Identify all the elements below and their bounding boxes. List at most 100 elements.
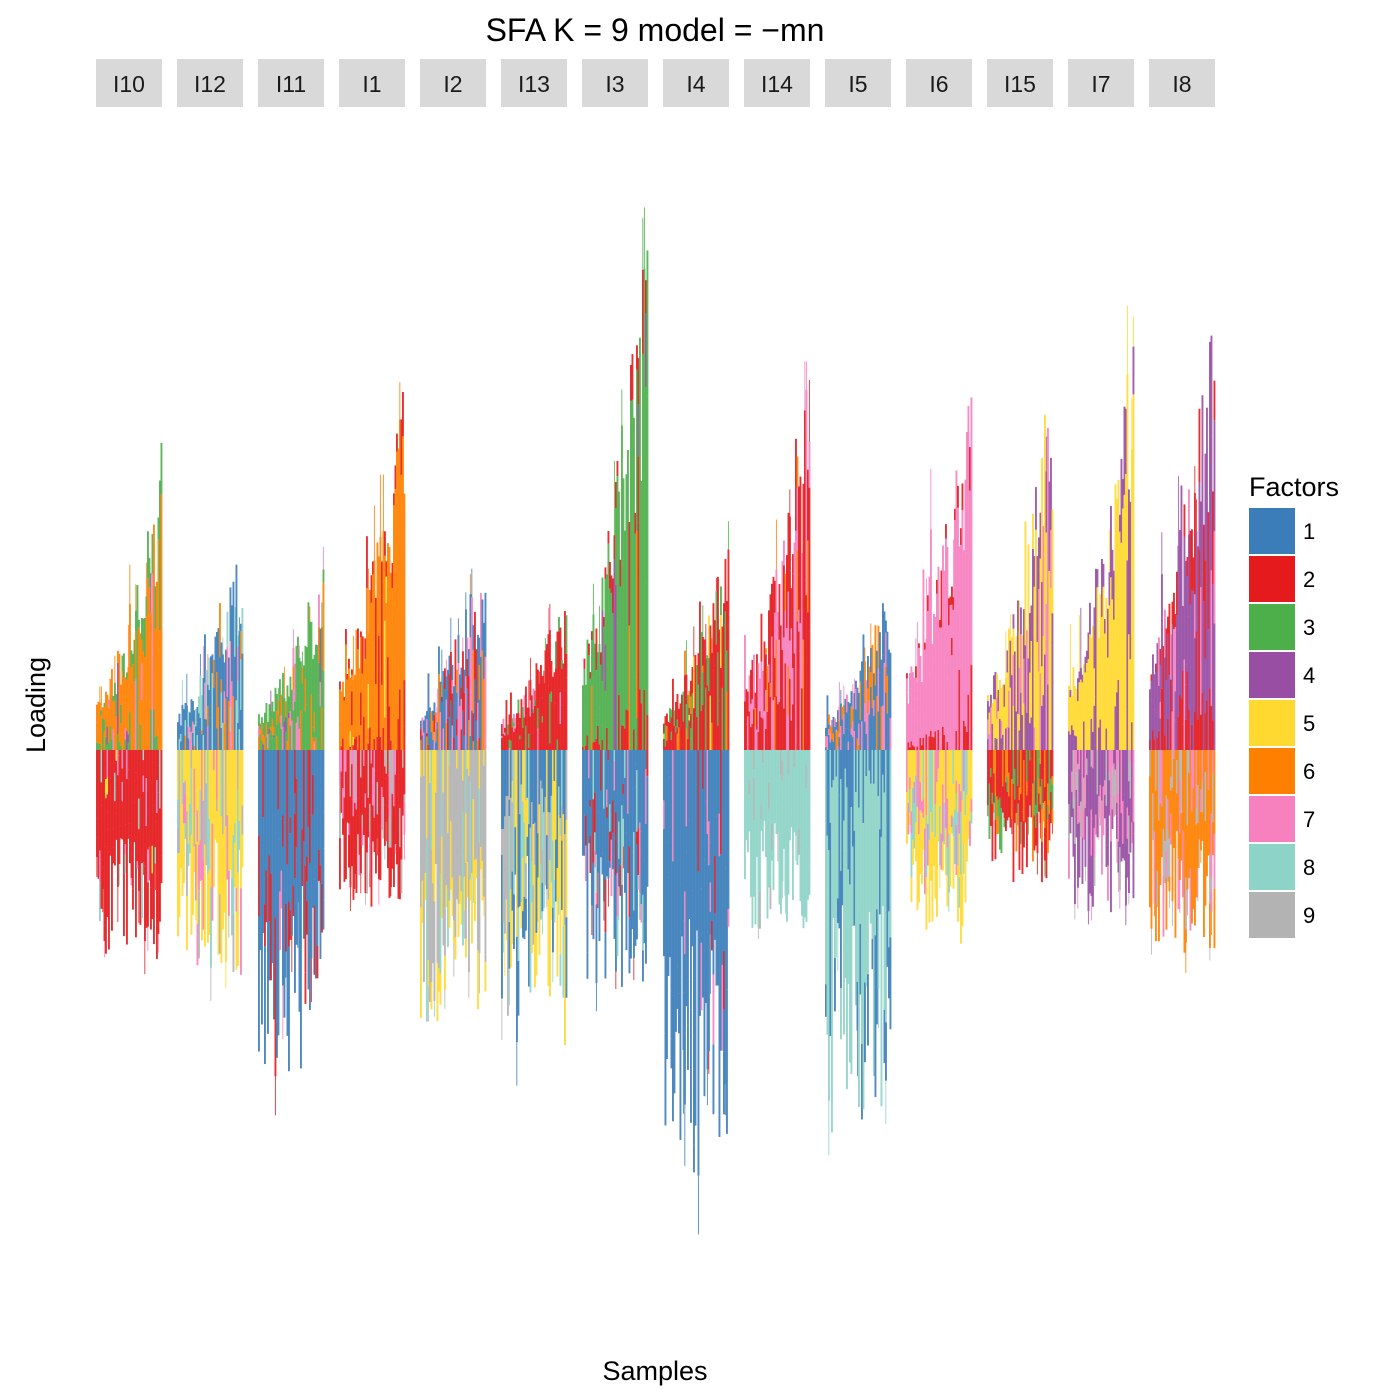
bar-segment-factor-5	[912, 839, 914, 865]
bar-segment-factor-5	[1039, 558, 1042, 674]
bar-segment-factor-4	[1075, 789, 1078, 838]
bar-segment-factor-1	[834, 726, 836, 750]
bar-segment-factor-9	[430, 865, 433, 983]
bar-segment-factor-2	[456, 719, 458, 736]
bar-segment-factor-7	[1213, 531, 1216, 624]
bar-segment-factor-6	[438, 674, 440, 708]
bar-segment-factor-2	[603, 617, 605, 627]
bar-segment-factor-7	[192, 721, 194, 733]
bar-segment-factor-9	[1179, 750, 1181, 780]
bar-segment-factor-1	[681, 902, 683, 937]
bar-segment-factor-9	[510, 797, 512, 890]
bar-segment-factor-6	[726, 691, 728, 750]
bar-segment-factor-8	[531, 861, 533, 903]
bar-segment-factor-4	[1032, 633, 1034, 721]
bar-segment-factor-2	[387, 657, 389, 739]
bar-tip	[1177, 476, 1179, 546]
bar-segment-factor-1	[543, 750, 545, 813]
bar-segment-factor-3	[279, 679, 281, 717]
bar-segment-factor-6	[1023, 794, 1025, 822]
bar-segment-factor-2	[589, 672, 592, 679]
bar-segment-factor-2	[118, 755, 121, 792]
bar-segment-factor-1	[876, 650, 878, 696]
bar-segment-factor-9	[460, 855, 463, 892]
bar-segment-factor-2	[547, 634, 550, 686]
bar-segment-factor-1	[643, 859, 646, 944]
bar-segment-factor-2	[1011, 750, 1013, 780]
bar-segment-factor-4	[1206, 407, 1208, 587]
bar-segment-factor-2	[925, 734, 928, 750]
bar-segment-factor-8	[796, 823, 799, 866]
bar-segment-factor-8	[877, 959, 880, 989]
bar-segment-factor-1	[307, 826, 310, 896]
bar-segment-factor-9	[466, 806, 469, 863]
bar-segment-factor-2	[700, 710, 703, 750]
bar-tip	[805, 361, 807, 390]
bar-segment-factor-2	[378, 804, 380, 880]
bar-segment-factor-7	[936, 726, 938, 750]
bar-segment-factor-2	[381, 581, 383, 685]
bar-segment-factor-7	[135, 724, 137, 750]
bar-segment-factor-9	[421, 750, 424, 881]
bar-segment-factor-5	[1069, 722, 1072, 735]
bar-segment-factor-5	[933, 750, 935, 806]
bar-segment-factor-4	[987, 738, 989, 750]
bar-segment-factor-5	[520, 901, 523, 929]
bar-segment-factor-7	[393, 750, 395, 807]
bar-segment-factor-7	[196, 810, 199, 842]
bar-segment-factor-9	[423, 856, 425, 982]
bar-segment-factor-6	[147, 578, 149, 750]
bar-segment-factor-2	[969, 447, 971, 491]
bar-segment-factor-7	[910, 811, 913, 834]
bar-segment-factor-6	[312, 737, 314, 750]
bar-segment-factor-3	[630, 501, 632, 571]
bar-segment-factor-1	[693, 976, 695, 1036]
bar-segment-factor-6	[339, 710, 341, 721]
bar-segment-factor-6	[1179, 833, 1181, 881]
bar-segment-factor-8	[910, 833, 913, 878]
bar-segment-factor-7	[921, 681, 923, 710]
bar-segment-factor-7	[1068, 839, 1070, 879]
bar-segment-factor-6	[142, 651, 145, 728]
bar-segment-factor-6	[843, 705, 845, 715]
bar-segment-factor-1	[889, 937, 892, 1030]
bar-segment-factor-2	[1206, 700, 1208, 750]
bar-segment-factor-5	[1102, 679, 1105, 750]
bar-segment-factor-1	[556, 750, 559, 869]
bar-segment-factor-5	[1132, 394, 1135, 459]
bar-segment-factor-6	[300, 726, 302, 750]
bar-segment-factor-5	[1117, 479, 1120, 680]
bar-segment-factor-1	[315, 866, 317, 979]
bar-segment-factor-5	[183, 823, 185, 884]
bar-segment-factor-3	[1050, 778, 1052, 792]
bar-segment-factor-2	[994, 819, 997, 860]
bar-segment-factor-2	[694, 712, 697, 750]
bar-segment-factor-2	[1018, 750, 1021, 788]
bar-segment-factor-2	[538, 733, 541, 750]
bar-segment-factor-9	[1075, 772, 1078, 790]
bar-segment-factor-1	[679, 750, 682, 821]
bar-segment-factor-8	[865, 776, 868, 860]
bar-segment-factor-4	[613, 559, 616, 750]
bar-segment-factor-2	[664, 716, 667, 726]
bar-segment-factor-2	[451, 693, 454, 726]
bar-segment-factor-6	[996, 796, 998, 817]
bar-segment-factor-2	[384, 531, 386, 556]
bar-segment-factor-9	[1128, 815, 1130, 854]
bar-segment-factor-3	[1000, 808, 1003, 834]
bar-segment-factor-7	[297, 716, 299, 750]
bar-segment-factor-2	[1003, 750, 1006, 803]
bar-segment-factor-5	[1131, 629, 1133, 723]
bar-segment-factor-5	[964, 815, 967, 903]
bar-segment-factor-6	[343, 700, 346, 726]
bar-segment-factor-5	[1092, 701, 1094, 732]
bar-segment-factor-2	[688, 720, 691, 750]
bar-segment-factor-7	[756, 729, 758, 750]
bar-segment-factor-4	[1114, 706, 1117, 750]
bar-segment-factor-6	[1155, 790, 1157, 942]
bar-segment-factor-6	[1204, 750, 1207, 773]
bar-segment-factor-9	[787, 750, 790, 775]
bar-segment-factor-2	[1030, 750, 1033, 759]
bar-segment-factor-6	[1162, 750, 1165, 830]
bar-segment-factor-7	[922, 569, 925, 595]
